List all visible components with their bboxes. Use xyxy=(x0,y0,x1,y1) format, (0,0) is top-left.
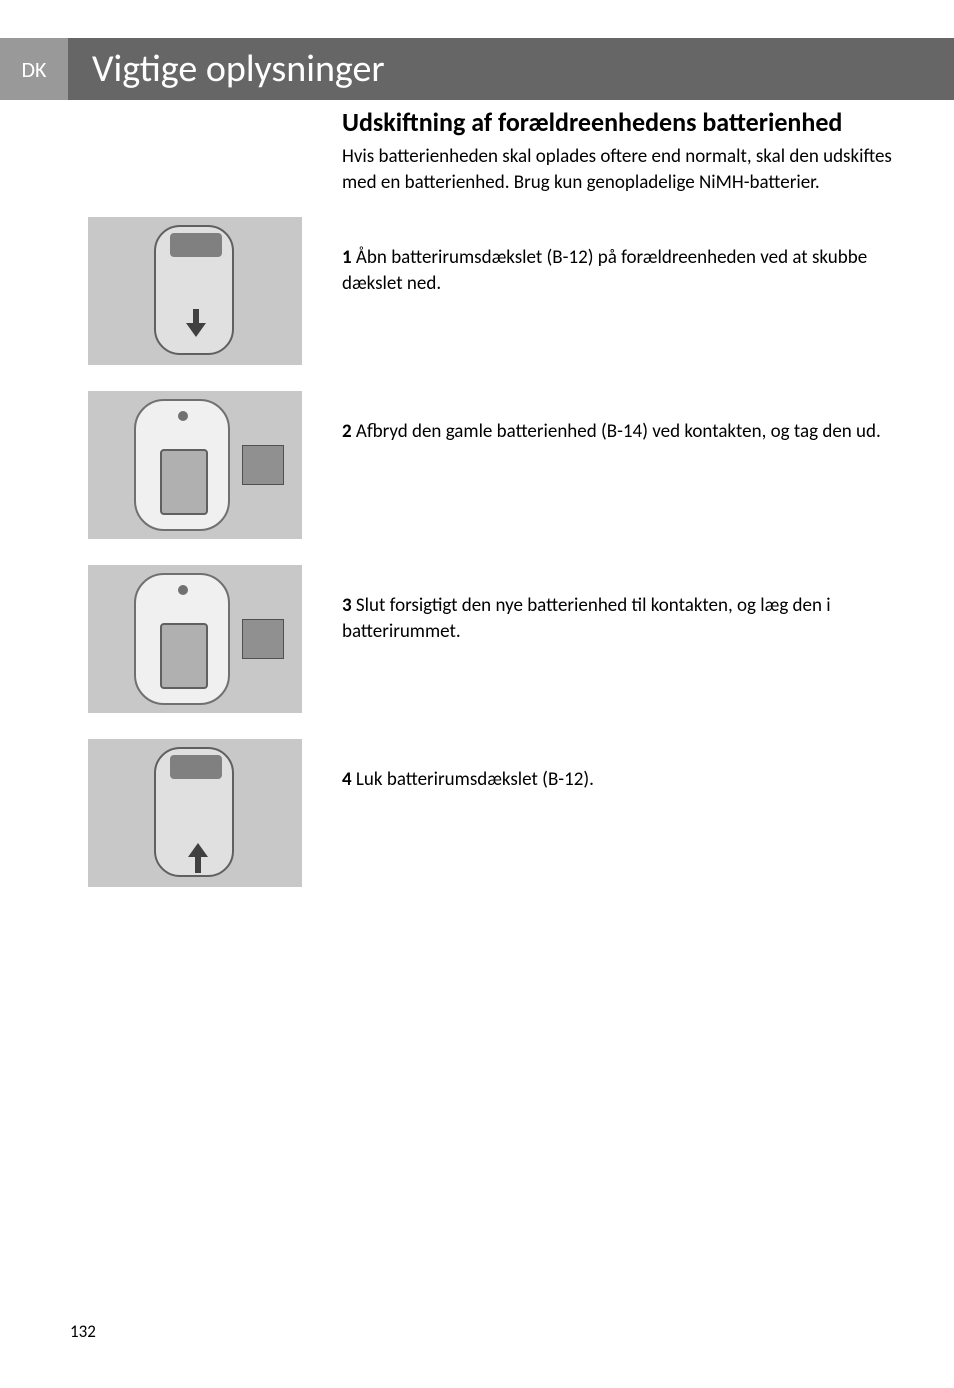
step-body: Åbn batterirumsdækslet (B-12) på forældr… xyxy=(342,246,867,295)
step-number: 1 xyxy=(342,246,352,269)
battery-slot-illustration xyxy=(160,449,208,515)
language-tab: DK xyxy=(0,38,68,100)
step-text: 3 Slut forsigtigt den nye batterienhed t… xyxy=(342,565,894,644)
page-number: 132 xyxy=(70,1321,96,1342)
step-image-4 xyxy=(88,739,302,887)
arrow-up-icon xyxy=(188,843,208,857)
section-heading: Udskiftning af forældreenhedens batterie… xyxy=(342,108,894,138)
step-text: 1 Åbn batterirumsdækslet (B-12) på foræl… xyxy=(342,217,894,296)
arrow-down-icon xyxy=(186,323,206,337)
step-number: 2 xyxy=(342,420,352,443)
battery-pack-illustration xyxy=(242,619,284,659)
intro-paragraph: Hvis batterienheden skal oplades oftere … xyxy=(342,144,894,195)
step-row: 4 Luk batterirumsdækslet (B-12). xyxy=(88,739,894,889)
step-text: 4 Luk batterirumsdækslet (B-12). xyxy=(342,739,894,793)
step-body: Luk batterirumsdækslet (B-12). xyxy=(352,768,594,791)
step-image-3 xyxy=(88,565,302,713)
step-number: 4 xyxy=(342,768,352,791)
page-content: Udskiftning af forældreenhedens batterie… xyxy=(0,100,954,889)
step-body: Slut forsigtigt den nye batterienhed til… xyxy=(342,594,831,643)
step-number: 3 xyxy=(342,594,352,617)
step-row: 3 Slut forsigtigt den nye batterienhed t… xyxy=(88,565,894,715)
step-image-1 xyxy=(88,217,302,365)
step-row: 1 Åbn batterirumsdækslet (B-12) på foræl… xyxy=(88,217,894,367)
step-body: Afbryd den gamle batterienhed (B-14) ved… xyxy=(352,420,881,443)
device-open-illustration xyxy=(134,399,230,531)
step-image-2 xyxy=(88,391,302,539)
step-row: 2 Afbryd den gamle batterienhed (B-14) v… xyxy=(88,391,894,541)
page-title-bar: Vigtige oplysninger xyxy=(68,38,954,100)
battery-slot-illustration xyxy=(160,623,208,689)
step-text: 2 Afbryd den gamle batterienhed (B-14) v… xyxy=(342,391,894,445)
page-header: DK Vigtige oplysninger xyxy=(0,38,954,100)
battery-pack-illustration xyxy=(242,445,284,485)
device-back-illustration xyxy=(154,747,234,877)
device-open-illustration xyxy=(134,573,230,705)
